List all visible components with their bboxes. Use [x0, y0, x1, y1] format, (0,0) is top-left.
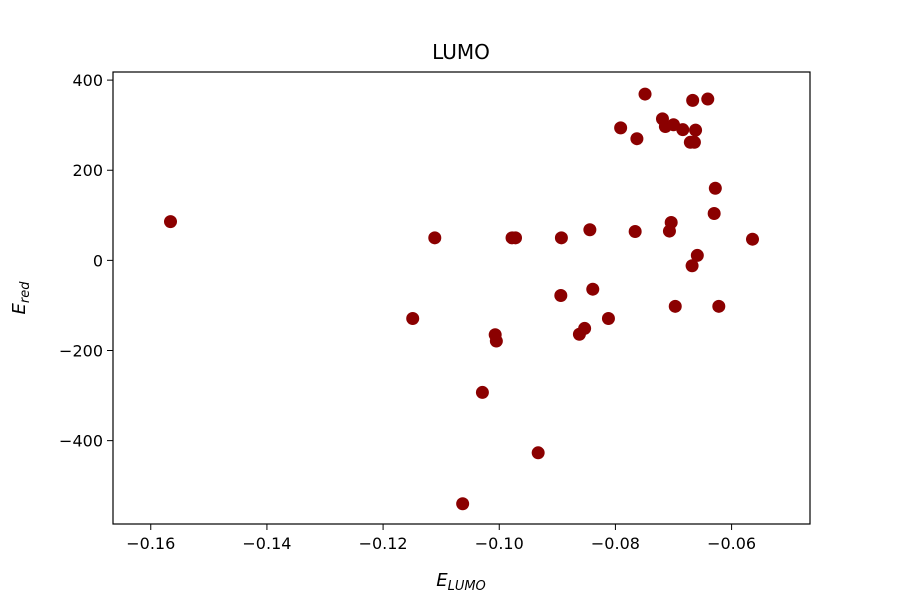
data-point: [601, 312, 615, 326]
data-point: [708, 181, 722, 195]
x-axis-label: ELUMO: [436, 570, 486, 594]
data-point: [630, 132, 644, 146]
data-point: [531, 446, 545, 460]
data-points: [164, 87, 759, 511]
data-point: [685, 259, 699, 273]
x-tick-label: −0.10: [475, 534, 524, 553]
data-point: [586, 282, 600, 296]
x-axis-label-main: E: [436, 570, 448, 591]
data-point: [701, 92, 715, 106]
y-axis-label-sub: red: [18, 281, 33, 303]
x-tick-label: −0.08: [591, 534, 640, 553]
data-point: [745, 232, 759, 246]
data-point: [164, 215, 178, 229]
data-point: [578, 321, 592, 335]
data-point: [583, 223, 597, 237]
data-point: [687, 135, 701, 149]
x-tick-label: −0.12: [359, 534, 408, 553]
data-point: [689, 123, 703, 137]
plot-frame: [112, 71, 811, 525]
data-point: [554, 231, 568, 245]
chart-title: LUMO: [432, 40, 490, 64]
data-point: [628, 225, 642, 239]
y-tick-label: −400: [59, 432, 103, 451]
data-point: [456, 497, 470, 511]
data-point: [707, 207, 721, 221]
y-tick-label: 0: [93, 251, 103, 270]
x-tick-label: −0.16: [126, 534, 175, 553]
y-axis-label-main: E: [9, 302, 30, 314]
x-axis-label-sub: LUMO: [448, 579, 486, 594]
data-point: [614, 121, 628, 135]
x-tick-label: −0.14: [242, 534, 291, 553]
data-point: [664, 216, 678, 230]
axis-ticks: −0.16 −0.14 −0.12 −0.10 −0.08 −0.06 −400 −200 0 2…: [59, 71, 756, 553]
data-point: [428, 231, 442, 245]
data-point: [475, 385, 489, 399]
x-tick-label: −0.06: [707, 534, 756, 553]
data-point: [406, 312, 420, 326]
data-point: [676, 123, 690, 137]
data-point: [712, 299, 726, 313]
data-point: [509, 231, 523, 245]
data-point: [686, 93, 700, 107]
y-axis-label: Ered: [9, 281, 33, 315]
y-tick-label: 400: [72, 71, 103, 90]
data-point: [489, 334, 503, 348]
data-point: [638, 87, 652, 101]
y-tick-label: 200: [72, 161, 103, 180]
y-tick-label: −200: [59, 342, 103, 361]
data-point: [690, 248, 704, 262]
data-point: [554, 289, 568, 303]
data-point: [668, 299, 682, 313]
